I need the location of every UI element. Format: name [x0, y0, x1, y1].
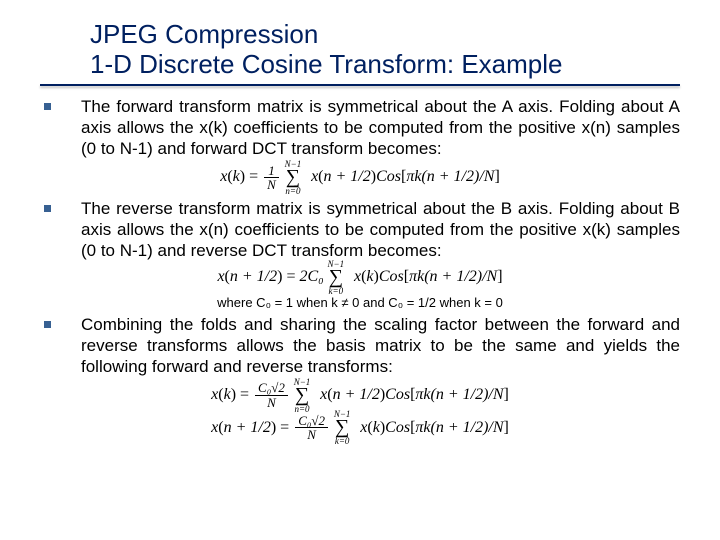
where-note: where C₀ = 1 when k ≠ 0 and C₀ = 1/2 whe…	[40, 295, 680, 310]
f2-term-arg: k	[366, 268, 373, 285]
title-line-1: JPEG Compression	[90, 20, 680, 50]
f3-coef-num: C₀√2	[255, 381, 288, 396]
formula-2: x(n + 1/2) = 2C₀ ∑N−1k=0 x(k)Cos[πk(n + …	[40, 266, 680, 289]
bullet-2-text: The reverse transform matrix is symmetri…	[81, 198, 680, 262]
f3-lhs-arg: k	[224, 386, 231, 403]
f4-coef-den: N	[295, 428, 328, 442]
slide: JPEG Compression 1-D Discrete Cosine Tra…	[0, 0, 720, 540]
f1-cos-arg: πk(n + 1/2)/N	[406, 168, 494, 185]
bullet-2: The reverse transform matrix is symmetri…	[40, 198, 680, 262]
f1-lhs-arg: k	[233, 168, 240, 185]
f3-sum-lower: n=0	[294, 404, 309, 414]
f4-sum-lower: k=0	[335, 436, 350, 446]
title-line-2: 1-D Discrete Cosine Transform: Example	[90, 50, 680, 80]
title-block: JPEG Compression 1-D Discrete Cosine Tra…	[90, 20, 680, 80]
bullet-1-text: The forward transform matrix is symmetri…	[81, 96, 680, 160]
f4-cos-arg: πk(n + 1/2)/N	[415, 418, 503, 435]
f3-sum-upper: N−1	[294, 377, 311, 387]
f4-sum-upper: N−1	[334, 409, 351, 419]
bullet-icon	[44, 321, 51, 328]
f1-term-arg: n + 1/2	[324, 168, 371, 185]
formula-4: x(n + 1/2) = C₀√2N ∑N−1k=0 x(k)Cos[πk(n …	[211, 414, 509, 442]
f1-sum-upper: N−1	[285, 159, 302, 169]
f2-sum-upper: N−1	[328, 259, 345, 269]
formula-pair: x(k) = C₀√2N ∑N−1n=0 x(n + 1/2)Cos[πk(n …	[40, 381, 680, 442]
content-area: The forward transform matrix is symmetri…	[40, 96, 680, 442]
f2-coef: 2C₀	[299, 268, 323, 285]
f1-sum-lower: n=0	[285, 186, 300, 196]
f3-coef-den: N	[255, 396, 288, 410]
formula-3: x(k) = C₀√2N ∑N−1n=0 x(n + 1/2)Cos[πk(n …	[211, 381, 509, 409]
bullet-icon	[44, 205, 51, 212]
f1-coef-num: 1	[264, 164, 279, 179]
f4-coef-num: C₀√2	[295, 414, 328, 429]
f2-cos-arg: πk(n + 1/2)/N	[409, 268, 497, 285]
title-underline	[40, 84, 680, 86]
f4-lhs-arg: n + 1/2	[224, 418, 271, 435]
f2-lhs-var: x	[217, 268, 224, 285]
f2-sum-lower: k=0	[329, 286, 344, 296]
f2-lhs-arg: n + 1/2	[230, 268, 277, 285]
bullet-3: Combining the folds and sharing the scal…	[40, 314, 680, 378]
bullet-3-text: Combining the folds and sharing the scal…	[81, 314, 680, 378]
f3-cos-arg: πk(n + 1/2)/N	[415, 386, 503, 403]
formula-1: x(k) = 1N ∑N−1n=0 x(n + 1/2)Cos[πk(n + 1…	[40, 164, 680, 192]
bullet-1: The forward transform matrix is symmetri…	[40, 96, 680, 160]
bullet-icon	[44, 103, 51, 110]
f4-term-arg: k	[373, 418, 380, 435]
f3-term-arg: n + 1/2	[333, 386, 380, 403]
f1-coef-den: N	[264, 178, 279, 192]
